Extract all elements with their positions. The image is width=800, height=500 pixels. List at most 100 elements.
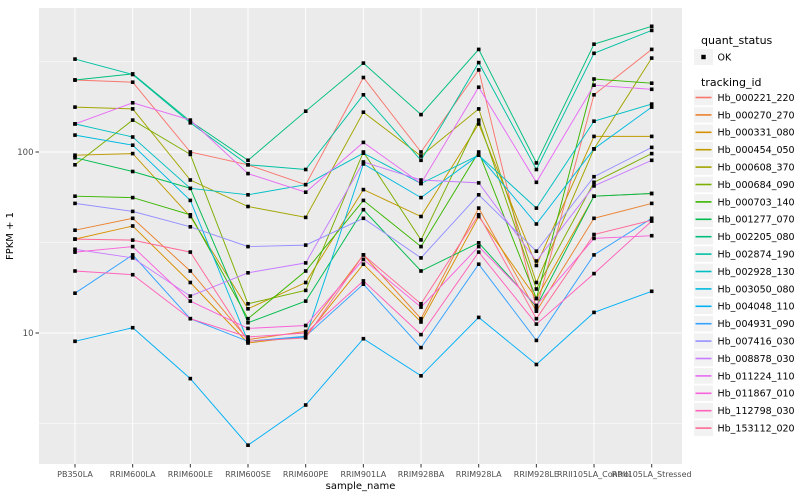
legend-entry-label: Hb_000270_270: [718, 110, 795, 121]
data-point: [130, 135, 135, 139]
data-point: [246, 326, 250, 331]
data-point: [419, 305, 423, 309]
x-tick-label: RRIM928LE: [514, 470, 559, 479]
data-point: [592, 134, 596, 139]
data-point: [188, 121, 193, 125]
data-point: [476, 68, 481, 72]
legend-entry-label: Hb_004931_090: [718, 319, 795, 330]
data-point: [476, 213, 481, 217]
data-point: [419, 269, 423, 273]
data-point: [188, 269, 193, 273]
data-point: [246, 158, 250, 163]
data-point: [419, 302, 423, 306]
data-point: [303, 269, 308, 273]
data-point: [419, 374, 423, 378]
data-point: [592, 253, 596, 257]
data-point: [130, 101, 135, 105]
data-point: [649, 134, 654, 139]
legend-entry-label: Hb_004048_110: [718, 302, 795, 313]
data-point: [73, 78, 77, 82]
data-point: [419, 244, 423, 249]
data-point: [130, 80, 135, 84]
data-point: [592, 51, 596, 56]
data-point: [130, 244, 135, 249]
data-point: [130, 195, 135, 200]
data-point: [419, 150, 423, 154]
x-axis-title: sample_name: [326, 481, 396, 492]
data-point: [73, 122, 77, 126]
data-point: [188, 294, 193, 298]
data-point: [73, 163, 77, 167]
data-point: [246, 193, 250, 197]
data-point: [419, 195, 423, 200]
data-point: [361, 336, 366, 341]
data-point: [246, 302, 250, 306]
x-tick-label: RRII105LA_Stressed: [612, 470, 692, 479]
data-point: [73, 250, 77, 254]
data-point: [476, 47, 481, 52]
data-point: [592, 42, 596, 46]
data-point: [534, 180, 539, 185]
data-point: [361, 140, 366, 145]
data-point: [476, 315, 481, 320]
data-point: [419, 320, 423, 324]
data-point: [419, 181, 423, 186]
data-point: [534, 296, 539, 301]
data-point: [361, 93, 366, 97]
data-point: [303, 403, 308, 407]
data-point: [649, 47, 654, 52]
data-point: [361, 75, 366, 80]
data-point: [649, 87, 654, 92]
data-point: [476, 193, 481, 197]
ok-point-icon: [701, 54, 706, 60]
data-point: [649, 218, 654, 222]
data-point: [534, 249, 539, 253]
data-point: [476, 107, 481, 111]
data-point: [592, 271, 596, 276]
data-point: [130, 325, 135, 330]
data-point: [188, 376, 193, 381]
data-point: [188, 280, 193, 285]
data-point: [303, 280, 308, 285]
data-point: [534, 259, 539, 263]
data-point: [361, 262, 366, 266]
y-tick-label: 100: [17, 148, 33, 158]
data-point: [246, 320, 250, 325]
data-point: [649, 81, 654, 85]
data-point: [592, 147, 596, 151]
data-point: [419, 316, 423, 321]
data-point: [649, 191, 654, 196]
data-point: [534, 287, 539, 291]
data-point: [534, 263, 539, 268]
data-point: [476, 150, 481, 154]
legend-entry-label: Hb_112798_030: [718, 406, 795, 417]
legend-entry-label: Hb_000703_140: [718, 197, 795, 208]
data-point: [476, 241, 481, 245]
x-tick-label: RRIM928LA: [456, 470, 502, 479]
data-point: [303, 190, 308, 194]
data-point: [188, 150, 193, 154]
data-point: [419, 345, 423, 350]
data-point: [361, 257, 366, 262]
y-tick-label: 10: [23, 329, 34, 339]
data-point: [476, 244, 481, 249]
legend-entry-label: Hb_000608_370: [718, 163, 795, 174]
data-point: [73, 247, 77, 252]
data-point: [534, 362, 539, 367]
x-tick-label: PB350LA: [57, 470, 93, 479]
data-point: [130, 107, 135, 111]
data-point: [73, 291, 77, 295]
legend-entry-label: Hb_002205_080: [718, 232, 795, 243]
data-point: [130, 253, 135, 257]
legend-title-quant-status: quant_status: [701, 34, 773, 47]
data-point: [534, 303, 539, 308]
data-point: [361, 282, 366, 286]
y-axis-title: FPKM + 1: [5, 212, 16, 260]
data-point: [534, 161, 539, 165]
data-point: [361, 198, 366, 203]
data-point: [476, 118, 481, 122]
data-point: [246, 163, 250, 167]
data-point: [419, 256, 423, 260]
data-point: [649, 201, 654, 206]
